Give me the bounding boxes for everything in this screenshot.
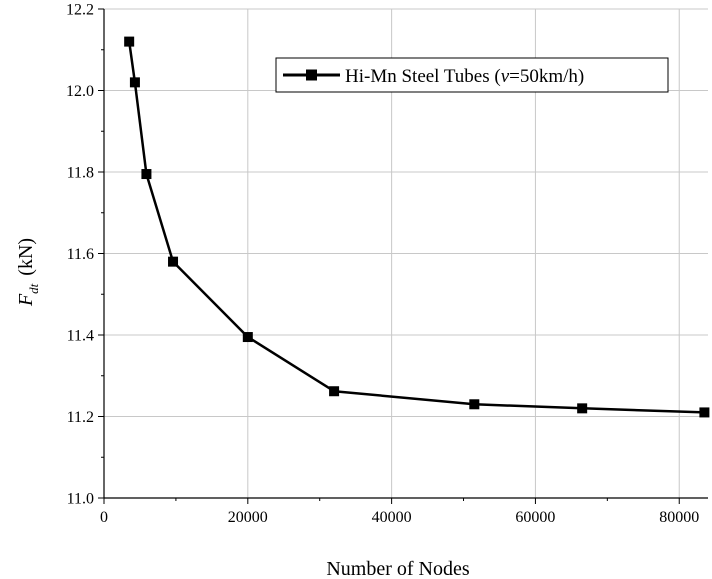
x-axis-ticks: 0 20000 40000 60000 80000 bbox=[100, 498, 699, 526]
svg-text:Fdt(kN): Fdt (kN) bbox=[15, 238, 41, 307]
x-axis-label: Number of Nodes bbox=[326, 558, 470, 579]
data-point-0-1 bbox=[129, 77, 140, 88]
data-point-0-8 bbox=[699, 407, 710, 418]
legend-marker-sample bbox=[306, 69, 317, 81]
y-axis-ticks: 11.0 11.2 11.4 11.6 11.8 12.0 12.2 bbox=[66, 2, 104, 508]
legend: Hi-Mn Steel Tubes (v=50km/h) bbox=[275, 57, 669, 93]
y-axis-label-main: F bbox=[15, 293, 37, 307]
x-tick-label-1: 20000 bbox=[228, 509, 268, 526]
y-tick-label-2: 11.4 bbox=[67, 328, 94, 345]
data-point-0-0 bbox=[124, 36, 135, 47]
y-tick-label-3: 11.6 bbox=[67, 246, 94, 263]
x-tick-label-3: 60000 bbox=[515, 509, 555, 526]
y-tick-label-5: 12.0 bbox=[66, 83, 94, 100]
data-point-0-7 bbox=[577, 403, 588, 414]
y-axis-label-unit: (kN) bbox=[15, 238, 37, 276]
data-point-0-3 bbox=[168, 256, 179, 267]
y-axis-label-sub: dt bbox=[26, 283, 41, 294]
legend-entry: Hi-Mn Steel Tubes (v=50km/h) bbox=[345, 66, 584, 87]
y-tick-label-6: 12.2 bbox=[66, 2, 94, 19]
legend-entry-prefix: Hi-Mn Steel Tubes ( bbox=[345, 66, 501, 87]
data-point-0-2 bbox=[141, 169, 152, 180]
data-point-0-6 bbox=[469, 399, 480, 410]
x-tick-label-4: 80000 bbox=[659, 509, 699, 526]
x-tick-label-2: 40000 bbox=[372, 509, 412, 526]
data-point-0-5 bbox=[329, 386, 340, 397]
y-tick-label-1: 11.2 bbox=[67, 409, 94, 426]
legend-box bbox=[275, 57, 669, 93]
data-point-0-4 bbox=[242, 332, 253, 343]
y-tick-label-4: 11.8 bbox=[67, 165, 94, 182]
legend-entry-suffix: =50km/h) bbox=[509, 66, 584, 87]
y-tick-label-0: 11.0 bbox=[67, 491, 94, 508]
x-tick-label-0: 0 bbox=[100, 509, 108, 526]
data-series bbox=[124, 36, 710, 418]
series-line-0 bbox=[127, 41, 705, 414]
y-axis-label: Fdt (kN) bbox=[15, 238, 41, 307]
legend-entry-var: v bbox=[501, 66, 510, 87]
